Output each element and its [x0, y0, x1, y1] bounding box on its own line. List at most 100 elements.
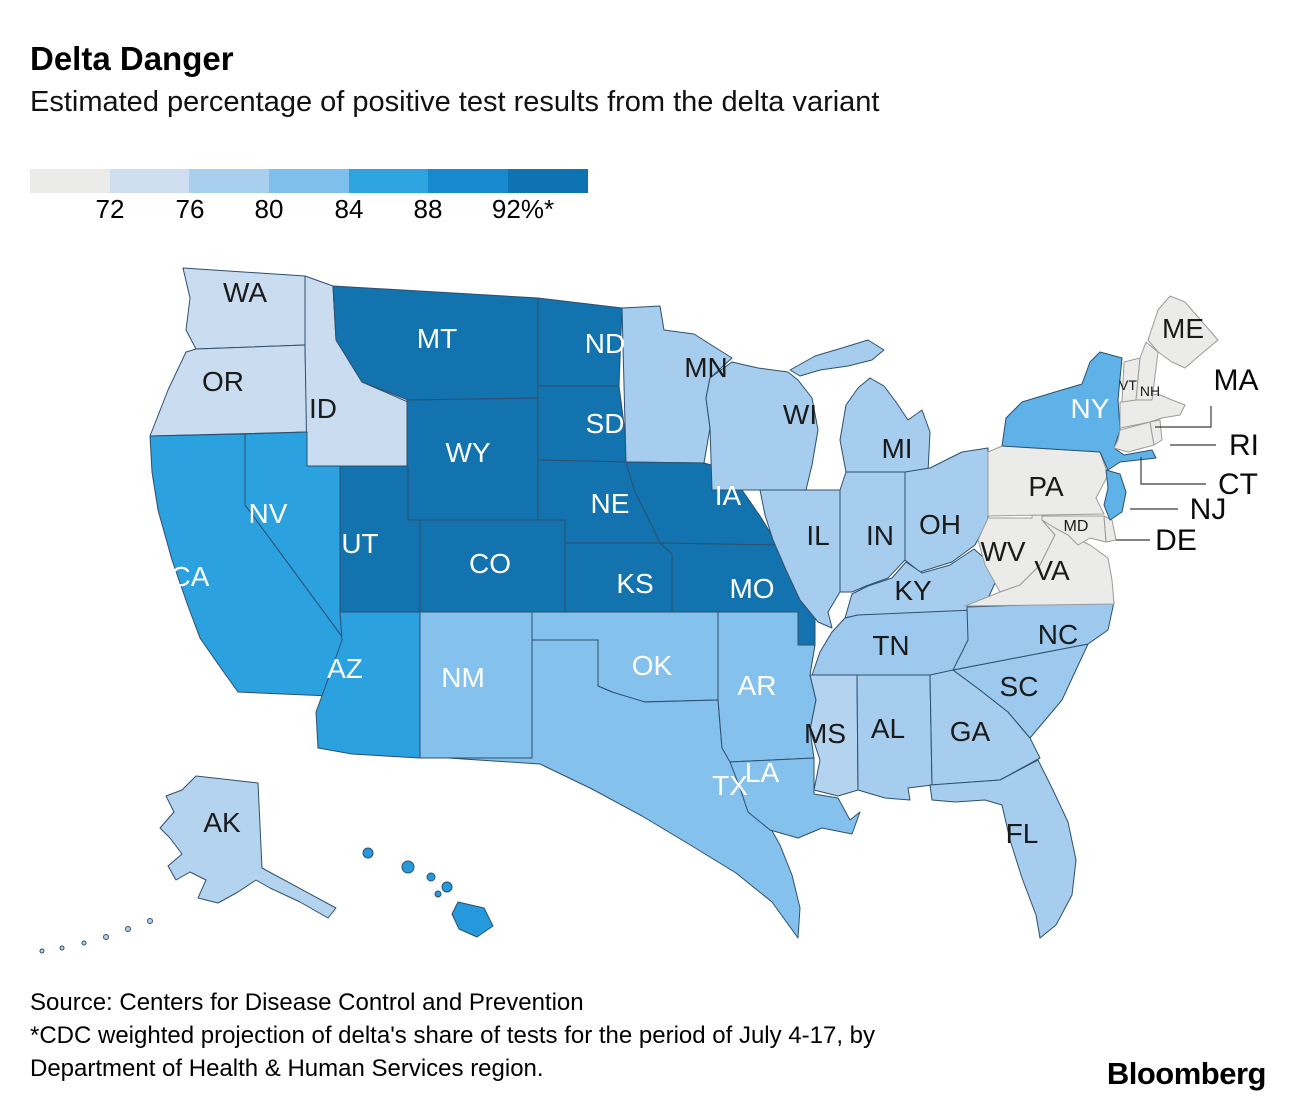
state-me[interactable]	[1147, 295, 1219, 369]
state-label-ct: CT	[1218, 468, 1258, 501]
state-ca[interactable]	[149, 433, 344, 697]
ak-aleutian-island[interactable]	[81, 940, 87, 946]
page-title: Delta Danger	[30, 40, 234, 77]
state-label-ky: KY	[894, 575, 932, 606]
state-label-ar: AR	[738, 670, 777, 701]
state-ak[interactable]	[159, 775, 337, 919]
legend-tick: 88	[413, 194, 443, 224]
hi-island[interactable]	[434, 890, 442, 898]
legend-swatch-2	[109, 169, 190, 193]
state-ma[interactable]	[1119, 393, 1186, 429]
state-label-de: DE	[1155, 524, 1197, 557]
state-label-tn: TN	[872, 630, 909, 661]
state-label-co: CO	[469, 548, 511, 579]
ak-aleutian-island[interactable]	[59, 945, 65, 951]
state-label-pa: PA	[1028, 471, 1064, 502]
state-label-wv: WV	[980, 536, 1025, 567]
state-nj[interactable]	[1103, 469, 1127, 521]
state-shapes	[39, 267, 1219, 954]
state-label-ak: AK	[203, 807, 241, 838]
state-ri[interactable]	[1149, 419, 1163, 446]
state-label-fl: FL	[1006, 818, 1039, 849]
source-line-1: Source: Centers for Disease Control and …	[30, 989, 584, 1016]
state-mi-upper[interactable]	[789, 339, 885, 377]
state-label-vt: VT	[1119, 377, 1137, 393]
state-label-mi: MI	[881, 433, 912, 464]
legend-swatch-3	[189, 169, 270, 193]
state-label-ms: MS	[804, 718, 846, 749]
state-ny[interactable]	[1001, 351, 1157, 471]
state-label-oh: OH	[919, 509, 961, 540]
state-label-ri: RI	[1229, 429, 1259, 462]
ct-leader-line	[1140, 457, 1206, 485]
source-line-2: *CDC weighted projection of delta's shar…	[30, 1022, 876, 1049]
state-label-ia: IA	[715, 480, 742, 511]
source-line-3: Department of Health & Human Services re…	[30, 1055, 544, 1082]
state-label-sd: SD	[586, 408, 625, 439]
state-label-ne: NE	[591, 488, 630, 519]
state-label-la: LA	[745, 757, 780, 788]
legend-swatch-4	[269, 169, 349, 193]
state-label-md: MD	[1064, 518, 1089, 535]
state-label-nd: ND	[585, 328, 625, 359]
state-labels: WA OR ID MT WY UT CO NV CA AZ NM ND SD N…	[171, 277, 1259, 849]
state-label-al: AL	[871, 713, 905, 744]
state-label-nj: NJ	[1190, 493, 1227, 526]
legend-swatch-1	[30, 169, 110, 193]
state-label-ok: OK	[632, 650, 673, 681]
legend-tick: 80	[254, 194, 284, 224]
state-label-nh: NH	[1140, 383, 1160, 399]
state-label-ny: NY	[1071, 393, 1110, 424]
leader-lines	[1116, 406, 1216, 541]
ak-aleutian-island[interactable]	[125, 926, 131, 932]
ak-aleutian-island[interactable]	[103, 934, 109, 940]
legend-swatch-7	[508, 169, 588, 193]
bloomberg-logo: Bloomberg	[1106, 1056, 1267, 1091]
legend-swatch-6	[428, 169, 509, 193]
state-label-wa: WA	[223, 277, 267, 308]
hi-island[interactable]	[362, 847, 374, 859]
state-wi[interactable]	[705, 361, 819, 491]
state-label-il: IL	[806, 520, 829, 551]
legend-tick: 72	[95, 194, 125, 224]
state-label-wy: WY	[445, 437, 490, 468]
legend-tick-labels: 72 76 80 84 88 92%*	[0, 194, 700, 228]
source-note: Source: Centers for Disease Control and …	[30, 986, 875, 1085]
state-label-in: IN	[866, 520, 894, 551]
state-label-ca: CA	[171, 561, 210, 592]
state-fl[interactable]	[929, 759, 1077, 939]
hi-big-island[interactable]	[451, 901, 494, 938]
state-label-nc: NC	[1038, 619, 1078, 650]
state-label-mo: MO	[729, 573, 774, 604]
state-label-ga: GA	[950, 716, 991, 747]
hi-island[interactable]	[441, 881, 453, 893]
state-label-mn: MN	[684, 352, 728, 383]
state-nh[interactable]	[1135, 341, 1159, 401]
hi-island[interactable]	[426, 872, 436, 882]
legend-tick: 92%*	[491, 194, 555, 224]
ma-leader-line	[1155, 406, 1212, 428]
state-label-ks: KS	[616, 568, 653, 599]
state-mi[interactable]	[839, 377, 931, 473]
state-label-or: OR	[202, 366, 244, 397]
state-label-nv: NV	[249, 498, 288, 529]
state-label-ut: UT	[341, 528, 378, 559]
page-subtitle: Estimated percentage of positive test re…	[30, 86, 880, 118]
state-label-va: VA	[1034, 555, 1070, 586]
state-tx[interactable]	[447, 639, 801, 939]
ak-aleutian-island[interactable]	[147, 918, 153, 924]
state-label-ma: MA	[1214, 364, 1259, 397]
state-label-mt: MT	[417, 323, 457, 354]
state-label-me: ME	[1162, 313, 1204, 344]
hi-island[interactable]	[401, 860, 415, 874]
state-label-tx: TX	[712, 770, 748, 801]
state-la[interactable]	[729, 757, 861, 839]
legend-tick: 84	[334, 194, 364, 224]
legend-tick: 76	[175, 194, 205, 224]
state-label-az: AZ	[327, 653, 363, 684]
state-label-sc: SC	[1000, 671, 1039, 702]
state-in[interactable]	[839, 471, 906, 593]
legend-swatch-5	[348, 169, 429, 193]
ak-aleutian-island[interactable]	[39, 948, 45, 954]
